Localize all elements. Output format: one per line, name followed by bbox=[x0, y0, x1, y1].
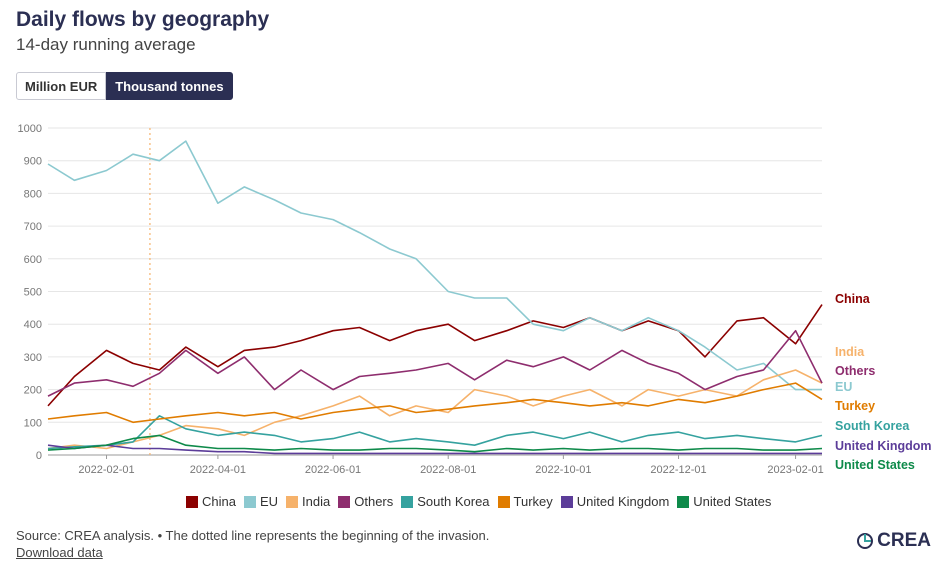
y-tick-label: 800 bbox=[24, 188, 42, 200]
end-label-turkey: Turkey bbox=[835, 399, 875, 413]
series-line-others bbox=[47, 329, 823, 397]
series-line-south-korea bbox=[47, 414, 823, 450]
legend-item-united-states[interactable]: United States bbox=[677, 494, 771, 509]
legend-swatch bbox=[677, 495, 690, 508]
legend-item-india[interactable]: India bbox=[286, 494, 330, 509]
end-label-united-kingdom: United Kingdom bbox=[835, 439, 932, 453]
legend-label: India bbox=[302, 494, 331, 509]
x-tick-label: 2023-02-01 bbox=[767, 464, 823, 476]
crea-logo-icon bbox=[857, 533, 874, 549]
end-label-others: Others bbox=[835, 364, 875, 378]
legend-item-others[interactable]: Others bbox=[338, 494, 393, 509]
series-line-united-kingdom bbox=[47, 444, 822, 455]
legend-swatch bbox=[338, 495, 351, 508]
legend-label: United States bbox=[693, 494, 772, 509]
legend-swatch bbox=[243, 495, 256, 508]
legend-label: United Kingdom bbox=[576, 494, 670, 509]
legend-swatch bbox=[560, 495, 573, 508]
y-tick-label: 0 bbox=[36, 450, 42, 462]
y-tick-label: 200 bbox=[24, 385, 42, 397]
legend-swatch bbox=[186, 495, 198, 508]
legend-swatch bbox=[286, 495, 299, 508]
toggle-thousand-tonnes[interactable]: Thousand tonnes bbox=[106, 72, 233, 100]
legend-label: EU bbox=[259, 494, 279, 509]
x-tick-label: 2022-02-01 bbox=[78, 464, 134, 476]
chart-subtitle: 14-day running average bbox=[16, 35, 196, 54]
series-line-china bbox=[47, 304, 823, 407]
end-label-united-states: United States bbox=[835, 458, 915, 472]
y-tick-label: 500 bbox=[24, 287, 42, 299]
series-line-eu bbox=[47, 140, 822, 391]
legend-item-turkey[interactable]: Turkey bbox=[497, 494, 553, 509]
legend-swatch bbox=[497, 495, 510, 508]
legend-swatch bbox=[401, 495, 414, 508]
unit-toggle: Million EUR Thousand tonnes bbox=[16, 72, 233, 100]
legend-label: China bbox=[202, 494, 236, 509]
legend-item-china[interactable]: China bbox=[186, 494, 236, 509]
chart-legend: China EU India Others South Korea Turkey Unite… bbox=[186, 494, 771, 509]
x-tick-label: 2022-10-01 bbox=[535, 464, 591, 476]
end-label-india: India bbox=[835, 345, 865, 359]
legend-item-south-korea[interactable]: South Korea bbox=[401, 494, 490, 509]
toggle-million-eur[interactable]: Million EUR bbox=[16, 72, 107, 100]
end-label-china: China bbox=[835, 292, 871, 306]
y-tick-label: 300 bbox=[24, 352, 42, 364]
line-chart: 0 100 200 300 400 500 600 700 800 900 1000 2022-02-… bbox=[18, 123, 932, 476]
series-line-turkey bbox=[47, 382, 823, 424]
end-label-south-korea: South Korea bbox=[835, 419, 910, 433]
series-line-united-states bbox=[47, 434, 823, 453]
chart-title: Daily flows by geography bbox=[16, 8, 270, 31]
end-label-eu: EU bbox=[835, 380, 852, 394]
legend-label: Turkey bbox=[513, 494, 553, 509]
legend-label: Others bbox=[354, 494, 394, 509]
download-data-link[interactable]: Download data bbox=[16, 545, 103, 560]
crea-logo-text: CREA bbox=[877, 530, 931, 551]
crea-logo: CREA bbox=[856, 530, 931, 552]
source-note: Source: CREA analysis. • The dotted line… bbox=[16, 528, 490, 543]
series-line-india bbox=[47, 369, 823, 450]
y-tick-label: 700 bbox=[24, 221, 42, 233]
legend-item-united-kingdom[interactable]: United Kingdom bbox=[560, 494, 670, 509]
y-tick-label: 1000 bbox=[18, 123, 42, 135]
x-tick-label: 2022-04-01 bbox=[190, 464, 246, 476]
y-tick-label: 600 bbox=[24, 254, 42, 266]
y-tick-label: 900 bbox=[24, 156, 42, 168]
x-tick-label: 2022-12-01 bbox=[650, 464, 706, 476]
y-tick-label: 100 bbox=[24, 417, 42, 429]
x-tick-label: 2022-06-01 bbox=[305, 464, 361, 476]
y-tick-label: 400 bbox=[24, 319, 42, 331]
legend-item-eu[interactable]: EU bbox=[243, 494, 279, 509]
x-tick-label: 2022-08-01 bbox=[420, 464, 476, 476]
legend-label: South Korea bbox=[417, 494, 490, 509]
